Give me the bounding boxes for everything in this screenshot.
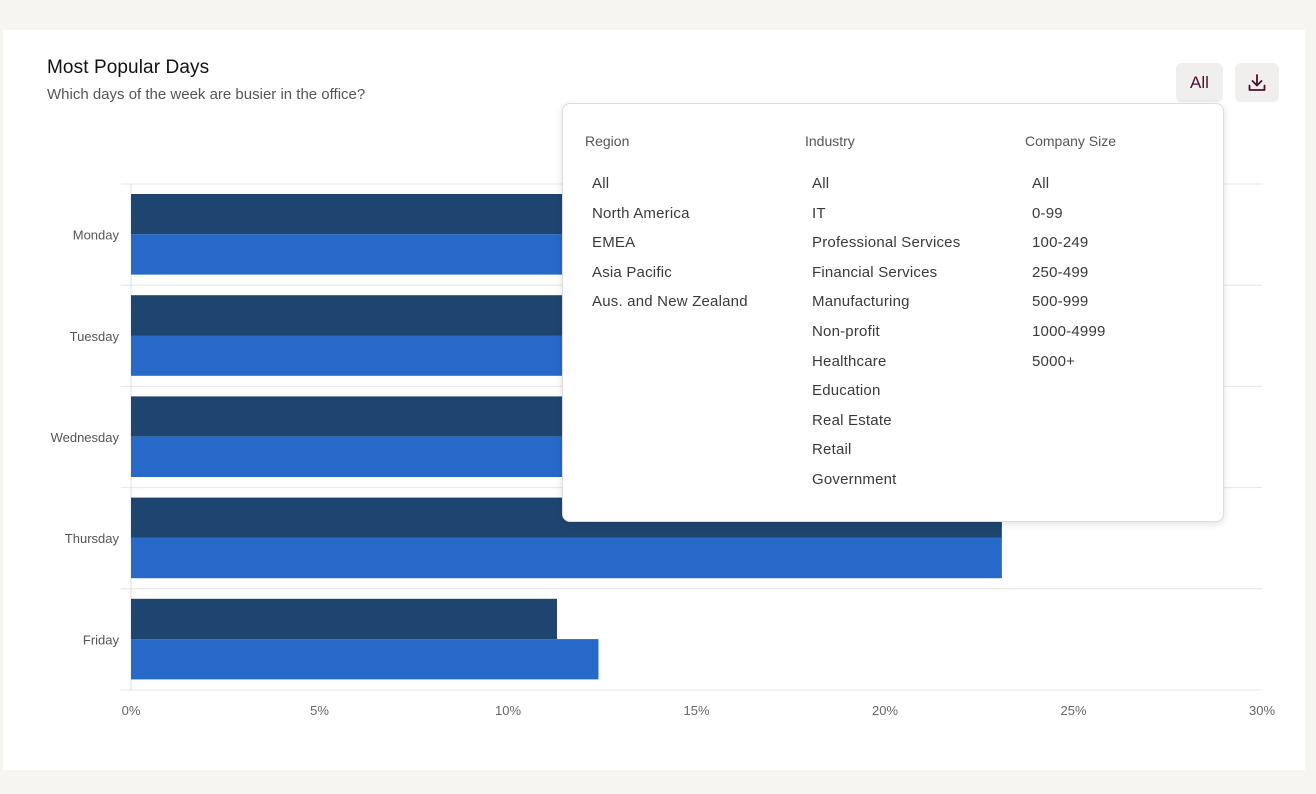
x-tick-label: 5%: [310, 703, 329, 718]
industry-option[interactable]: Financial Services: [812, 263, 938, 281]
company-size-heading: Company Size: [1025, 133, 1117, 149]
region-option[interactable]: Aus. and New Zealand: [592, 293, 748, 311]
filter-dropdown: Region All North America EMEA Asia Pacific A…: [562, 103, 1224, 522]
x-tick-label: 15%: [683, 703, 709, 718]
x-tick-label: 20%: [872, 703, 898, 718]
company-size-option[interactable]: 0-99: [1032, 204, 1063, 222]
y-tick-label: Monday: [73, 228, 120, 243]
x-tick-label: 10%: [495, 703, 521, 718]
x-tick-label: 25%: [1060, 703, 1086, 718]
filter-button[interactable]: All: [1176, 63, 1223, 102]
industry-option[interactable]: Retail: [812, 441, 852, 459]
industry-option[interactable]: Education: [812, 382, 881, 400]
y-tick-label: Friday: [83, 632, 120, 647]
download-icon: [1248, 73, 1266, 91]
company-size-option[interactable]: 500-999: [1032, 293, 1089, 311]
region-option[interactable]: All: [592, 175, 610, 192]
region-option[interactable]: North America: [592, 204, 690, 222]
download-button[interactable]: [1235, 63, 1279, 102]
company-size-option[interactable]: 250-499: [1032, 263, 1089, 281]
industry-option[interactable]: Manufacturing: [812, 293, 910, 311]
y-tick-label: Tuesday: [70, 329, 120, 344]
region-option[interactable]: EMEA: [592, 234, 636, 252]
y-tick-label: Wednesday: [51, 430, 120, 445]
chart-subtitle: Which days of the week are busier in the…: [47, 86, 366, 103]
industry-option[interactable]: Healthcare: [812, 352, 887, 370]
industry-option[interactable]: Professional Services: [812, 234, 961, 252]
company-size-option[interactable]: 100-249: [1032, 234, 1089, 252]
industry-option[interactable]: Government: [812, 471, 897, 488]
company-size-option[interactable]: 5000+: [1032, 352, 1076, 370]
industry-heading: Industry: [805, 133, 855, 149]
industry-option[interactable]: Real Estate: [812, 411, 892, 429]
industry-option[interactable]: IT: [812, 204, 826, 222]
region-option[interactable]: Asia Pacific: [592, 263, 672, 281]
bar-friday-series-2: [131, 639, 599, 680]
chart-title: Most Popular Days: [47, 57, 210, 78]
y-tick-label: Thursday: [65, 531, 120, 546]
bar-thursday-series-2: [131, 537, 1002, 579]
x-tick-label: 0%: [122, 703, 141, 718]
bar-friday-series-1: [131, 598, 558, 640]
x-tick-label: 30%: [1249, 703, 1275, 718]
company-size-option[interactable]: 1000-4999: [1032, 323, 1106, 340]
industry-option[interactable]: Non-profit: [812, 323, 880, 340]
region-heading: Region: [585, 133, 630, 149]
industry-option[interactable]: All: [812, 175, 830, 192]
company-size-option[interactable]: All: [1032, 175, 1050, 192]
